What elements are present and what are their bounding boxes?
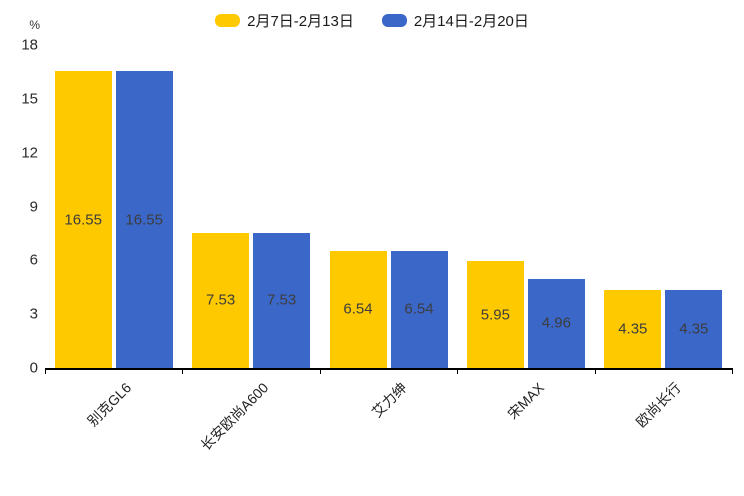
legend-swatch-week2-icon — [381, 13, 407, 27]
bar-value-label: 6.54 — [404, 300, 434, 318]
bar-week1: 5.95 — [466, 261, 524, 368]
y-axis-tick-label: 3 — [29, 305, 38, 323]
x-axis-tick-mark — [732, 368, 733, 374]
y-axis-tick-label: 6 — [29, 251, 38, 269]
bar-week1: 7.53 — [192, 232, 250, 368]
bar-week2: 4.35 — [665, 289, 723, 368]
x-axis-tick-mark — [319, 368, 321, 374]
category-label: 艾力绅 — [368, 379, 410, 421]
legend-label-week1: 2月7日-2月13日 — [247, 12, 354, 30]
bar-value-label: 5.95 — [480, 306, 510, 324]
category-label: 长安欧尚A600 — [197, 379, 272, 454]
bar-week2: 16.55 — [115, 71, 173, 368]
y-axis-tick-label: 12 — [21, 144, 38, 162]
bar-week2: 6.54 — [390, 250, 448, 368]
y-axis-unit-label: % — [29, 18, 40, 32]
y-axis-tick-label: 18 — [21, 36, 38, 54]
bar-week1: 6.54 — [329, 250, 387, 368]
bar-value-label: 16.55 — [125, 211, 163, 228]
bar-value-label: 4.35 — [679, 320, 709, 338]
bar-week2: 7.53 — [253, 232, 311, 368]
y-axis-tick-label: 9 — [29, 198, 38, 215]
category-label: 宋MAX — [503, 379, 547, 423]
bar-value-label: 6.54 — [343, 300, 373, 318]
y-axis-tick-label: 0 — [29, 359, 38, 377]
x-axis-tick-mark — [182, 368, 184, 374]
x-axis-line — [45, 368, 732, 370]
bar-value-label: 7.53 — [266, 291, 297, 309]
x-axis-tick-mark — [45, 368, 46, 374]
bar-value-label: 4.35 — [618, 320, 648, 338]
legend-swatch-week1-icon — [215, 13, 241, 27]
legend-item-week1[interactable]: 2月7日-2月13日 — [215, 10, 354, 31]
x-axis-tick-mark — [457, 368, 459, 374]
category-label: 欧尚长行 — [633, 379, 685, 431]
legend-label-week2: 2月14日-2月20日 — [413, 12, 529, 30]
bar-week1: 4.35 — [604, 289, 662, 368]
y-axis-tick-label: 15 — [21, 90, 38, 108]
bar-value-label: 7.53 — [205, 291, 236, 309]
bar-week2: 4.96 — [527, 278, 585, 368]
category-label: 别克GL6 — [84, 379, 135, 430]
bar-value-label: 4.96 — [541, 314, 571, 332]
bar-value-label: 16.55 — [64, 211, 102, 228]
legend-item-week2[interactable]: 2月14日-2月20日 — [381, 10, 529, 31]
legend: 2月7日-2月13日 2月14日-2月20日 — [0, 8, 744, 32]
x-axis-tick-mark — [594, 368, 596, 374]
bar-week1: 16.55 — [54, 71, 112, 368]
